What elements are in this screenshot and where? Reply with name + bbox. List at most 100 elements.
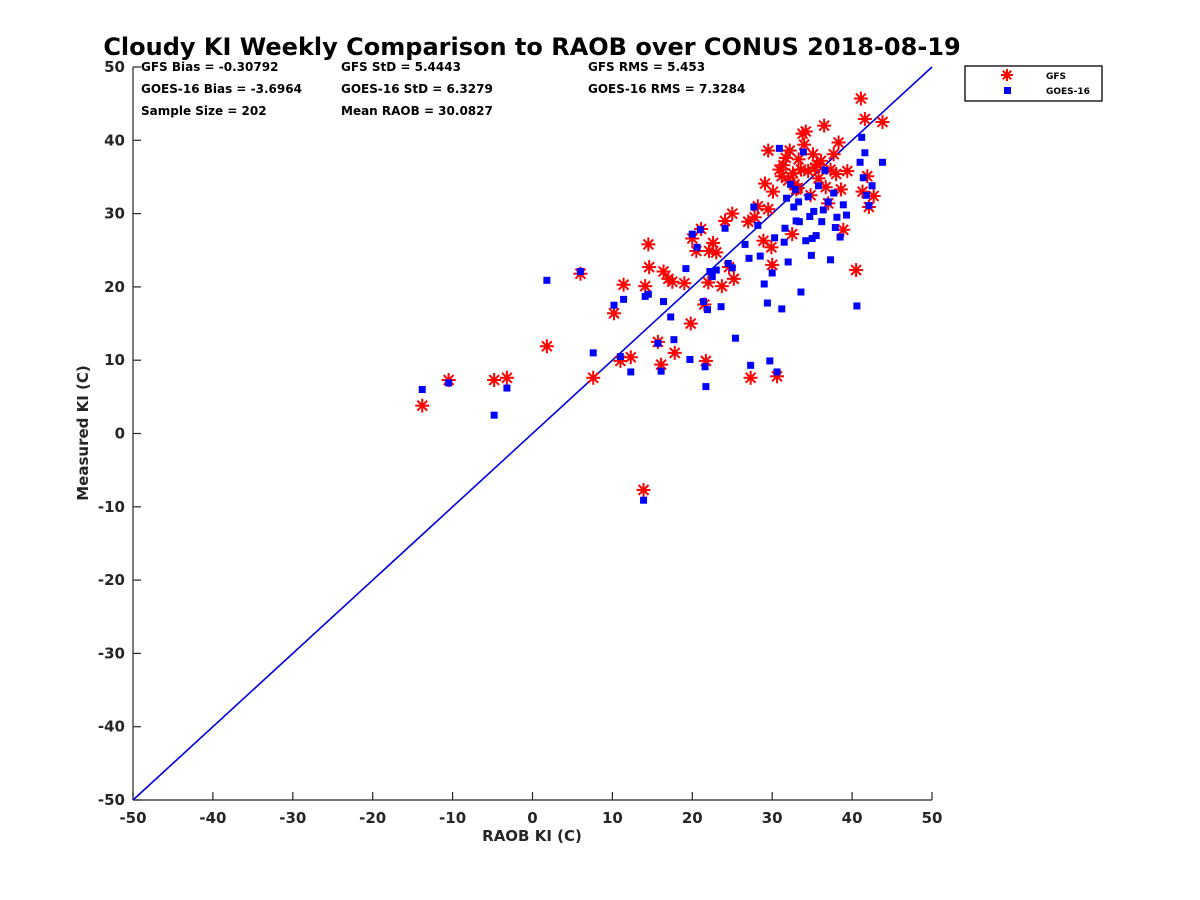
legend-gfs-marker (1001, 69, 1013, 81)
goes16-point (696, 226, 704, 234)
goes16-point (812, 232, 820, 240)
gfs-point (785, 227, 800, 242)
goes16-point (862, 191, 870, 199)
gfs-point (714, 279, 729, 294)
gfs-point (761, 202, 776, 217)
gfs-point (849, 263, 864, 278)
goes16-point (418, 386, 426, 394)
gfs-point (765, 184, 780, 199)
y-tick-label: 50 (104, 58, 125, 76)
gfs-point (875, 114, 890, 129)
goes16-point (865, 202, 873, 210)
goes16-point (781, 224, 789, 232)
x-tick-label: -50 (119, 809, 146, 827)
goes16-point (833, 213, 841, 221)
gfs-point (782, 143, 797, 158)
goes16-point (804, 193, 812, 201)
goes16-point (747, 361, 755, 369)
gfs-point (667, 345, 682, 360)
goes16-point (708, 273, 716, 281)
gfs-point (499, 370, 514, 385)
goes16-point (576, 268, 584, 276)
gfs-point (793, 162, 808, 177)
goes16-point (589, 349, 597, 357)
goes16-point (750, 203, 758, 211)
gfs-point (750, 199, 765, 214)
gfs-point (798, 124, 813, 139)
y-tick-label: -10 (98, 498, 125, 516)
gfs-point (725, 206, 740, 221)
goes16-point (731, 334, 739, 342)
goes16-point (654, 339, 662, 347)
legend-box (964, 65, 1103, 102)
goes16-point (657, 367, 665, 375)
y-tick-label: 20 (104, 278, 125, 296)
x-tick-label: 10 (602, 809, 623, 827)
goes16-point (724, 259, 732, 267)
gfs-point (683, 316, 698, 331)
gfs-point (487, 372, 502, 387)
goes16-point (699, 298, 707, 306)
goes16-point (644, 290, 652, 298)
gfs-point (415, 398, 430, 413)
goes16-point (778, 305, 786, 313)
goes16-point (717, 303, 725, 311)
goes16-point (620, 295, 628, 303)
stat-gfs-bias: GFS Bias = -0.30792 (141, 60, 278, 74)
gfs-point (829, 167, 844, 182)
gfs-point (677, 276, 692, 291)
gfs-point (636, 482, 651, 497)
goes16-point (807, 251, 815, 259)
goes16-point (819, 206, 827, 214)
y-tick-label: -20 (98, 571, 125, 589)
goes16-point (831, 224, 839, 232)
goes16-point (702, 383, 710, 391)
goes16-point (721, 224, 729, 232)
gfs-point (656, 264, 671, 279)
goes16-point (543, 276, 551, 284)
goes16-point (768, 269, 776, 277)
y-tick-label: 0 (115, 425, 125, 443)
gfs-point (809, 157, 824, 172)
goes16-point (802, 237, 810, 245)
series-gfs (415, 91, 890, 497)
goes16-point (799, 148, 807, 156)
goes16-point (795, 198, 803, 206)
gfs-point (833, 182, 848, 197)
goes16-point (790, 203, 798, 211)
goes16-point (610, 301, 618, 309)
goes16-point (787, 180, 795, 188)
x-tick-label: 0 (527, 809, 537, 827)
gfs-point (726, 271, 741, 286)
stat-sample-size: Sample Size = 202 (141, 104, 267, 118)
goes16-point (824, 198, 832, 206)
gfs-point (623, 350, 638, 365)
gfs-point (706, 235, 721, 250)
goes16-point (503, 384, 511, 392)
stat-goes-rms: GOES-16 RMS = 7.3284 (588, 82, 745, 96)
goes16-point (766, 357, 774, 365)
goes16-point (616, 353, 624, 361)
goes16-point (627, 368, 635, 376)
stat-goes-std: GOES-16 StD = 6.3279 (341, 82, 493, 96)
goes16-point (445, 379, 453, 387)
y-tick-label: 30 (104, 205, 125, 223)
goes16-point (760, 280, 768, 288)
legend-gfs-label: GFS (1046, 72, 1066, 82)
series-goes16 (418, 133, 886, 504)
plot-area: -50 -40 -30 -20 -10 0 10 20 30 40 50 -50 -40 -30 -20 -1… (98, 58, 943, 827)
goes16-point (688, 230, 696, 238)
goes16-point (843, 211, 851, 219)
goes16-point (763, 299, 771, 307)
gfs-point (817, 118, 832, 133)
goes16-point (859, 174, 867, 182)
goes16-point (783, 194, 791, 202)
goes16-point (490, 411, 498, 419)
goes16-point (773, 368, 781, 376)
y-tick-label: 10 (104, 351, 125, 369)
chart-title: Cloudy KI Weekly Comparison to RAOB over… (103, 33, 960, 61)
gfs-point (831, 135, 846, 150)
one-to-one-line (132, 66, 933, 801)
x-tick-label: -40 (199, 809, 226, 827)
goes16-point (660, 298, 668, 306)
